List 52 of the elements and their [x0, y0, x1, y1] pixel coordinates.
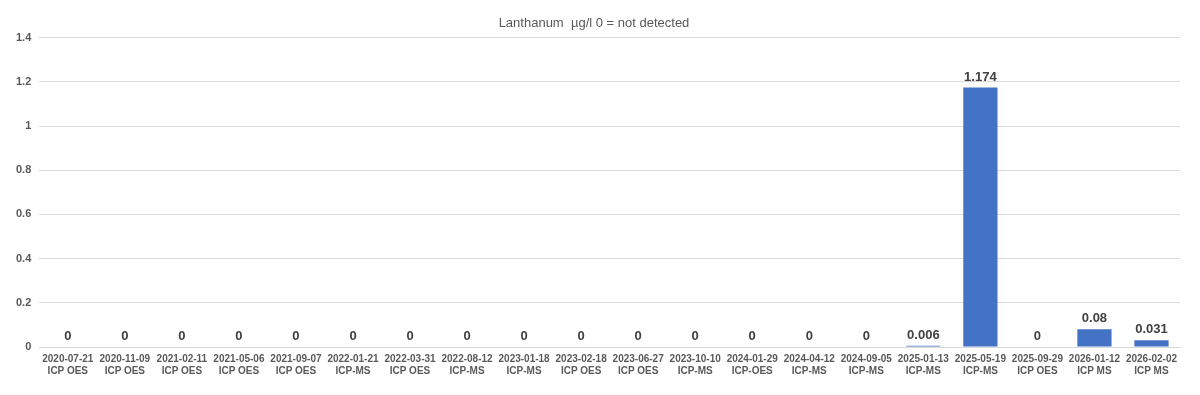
- x-tick-label: 2020-07-21 ICP OES: [42, 352, 94, 376]
- x-tick-label: 2020-11-09 ICP OES: [99, 352, 151, 376]
- x-tick-label: 2023-06-27 ICP OES: [612, 352, 665, 376]
- y-tick-label: 1: [25, 119, 32, 132]
- y-tick-label: 0: [25, 340, 32, 353]
- x-tick-label: 2023-10-10 ICP-MS: [669, 352, 722, 376]
- x-tick-label: 2025-05-19 ICP-MS: [954, 352, 1007, 376]
- data-label: 0: [406, 328, 414, 344]
- y-tick-label: 1.2: [15, 74, 32, 87]
- data-label: 0: [634, 328, 642, 344]
- x-tick-label: 2022-01-21 ICP-MS: [327, 352, 379, 376]
- x-tick-label: 2024-04-12 ICP-MS: [783, 352, 836, 376]
- data-label: 0: [862, 328, 870, 344]
- data-label: 0: [292, 328, 300, 344]
- data-label: 0: [805, 328, 813, 344]
- data-label: 0: [463, 328, 471, 344]
- data-label: 0: [64, 328, 72, 344]
- x-tick-label: 2025-09-29 ICP OES: [1011, 352, 1064, 376]
- x-tick-label: 2023-01-18 ICP-MS: [498, 352, 551, 376]
- y-tick-label: 0.6: [15, 207, 32, 220]
- data-label: 0: [121, 328, 129, 344]
- x-tick-label: 2024-01-29 ICP-OES: [726, 352, 779, 376]
- data-label: 1.174: [964, 68, 998, 84]
- x-tick-label: 2025-01-13 ICP-MS: [897, 352, 950, 376]
- x-tick-label: 2026-01-12 ICP MS: [1068, 352, 1121, 376]
- data-label: 0: [691, 328, 699, 344]
- data-label: 0.08: [1081, 310, 1108, 326]
- data-label: 0: [235, 328, 243, 344]
- data-label: 0: [577, 328, 585, 344]
- data-label: 0: [178, 328, 186, 344]
- x-tick-label: 2023-02-18 ICP OES: [555, 352, 608, 376]
- y-tick-label: 0.8: [15, 163, 32, 176]
- x-tick-label: 2022-08-12 ICP-MS: [441, 352, 494, 376]
- bar: [1077, 329, 1112, 347]
- data-label: 0: [748, 328, 756, 344]
- x-tick-label: 2022-03-31 ICP OES: [384, 352, 437, 376]
- bar: [963, 87, 998, 347]
- x-tick-label: 2024-09-05 ICP-MS: [840, 352, 893, 376]
- x-tick-label: 2026-02-02 ICP MS: [1125, 352, 1178, 376]
- chart-title: Lanthanum µg/l 0 = not detected: [498, 15, 690, 31]
- x-tick-label: 2021-09-07 ICP OES: [270, 352, 322, 376]
- x-tick-label: 2021-05-06 ICP OES: [213, 352, 265, 376]
- data-label: 0.031: [1135, 321, 1168, 337]
- data-label: 0.006: [907, 326, 940, 342]
- x-tick-label: 2021-02-11 ICP OES: [156, 352, 208, 376]
- y-tick-label: 0.2: [15, 295, 32, 308]
- data-label: 0: [520, 328, 528, 344]
- bar: [1134, 340, 1169, 347]
- y-tick-label: 1.4: [15, 30, 33, 43]
- data-label: 0: [1033, 328, 1042, 344]
- data-label: 0: [349, 328, 357, 344]
- y-tick-label: 0.4: [15, 251, 33, 264]
